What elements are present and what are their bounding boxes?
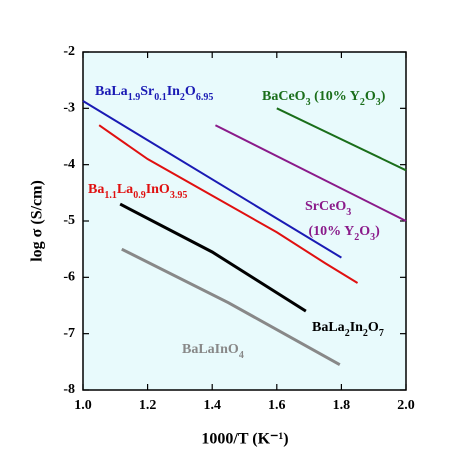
series-line: [119, 202, 307, 313]
x-tick-label: 1.8: [333, 398, 351, 413]
x-tick-label: 1.2: [139, 398, 157, 413]
series-label: SrCeO3 (10% Y2O3): [305, 199, 380, 243]
series-line: [98, 124, 359, 284]
series-label: Ba1.1La0.9InO3.95: [88, 182, 187, 201]
x-tick-label: 1.0: [74, 398, 92, 413]
y-tick-label: -7: [63, 326, 75, 341]
x-tick-label: 1.6: [268, 398, 286, 413]
series-label: BaLaInO4: [182, 342, 244, 361]
series-line: [276, 107, 407, 172]
y-tick-label: -8: [63, 382, 75, 397]
y-tick-label: -2: [63, 44, 75, 59]
y-tick-label: -3: [63, 101, 75, 116]
series-line: [214, 124, 407, 222]
series-line: [82, 100, 342, 259]
plot-area: [82, 51, 407, 391]
series-line: [121, 247, 341, 366]
series-label: BaLa1.9Sr0.1In2O6.95: [95, 84, 213, 103]
y-axis-label: log σ (S/cm): [29, 180, 46, 262]
series-label: BaCeO3 (10% Y2O3): [262, 89, 386, 108]
y-tick-label: -4: [63, 157, 75, 172]
x-tick-label: 2.0: [397, 398, 415, 413]
x-axis-label: 1000/T (K⁻¹): [201, 431, 288, 448]
y-tick-label: -6: [63, 270, 75, 285]
y-tick-label: -5: [63, 213, 75, 228]
x-tick-label: 1.4: [203, 398, 221, 413]
series-label: BaLa2In2O7: [312, 320, 384, 339]
